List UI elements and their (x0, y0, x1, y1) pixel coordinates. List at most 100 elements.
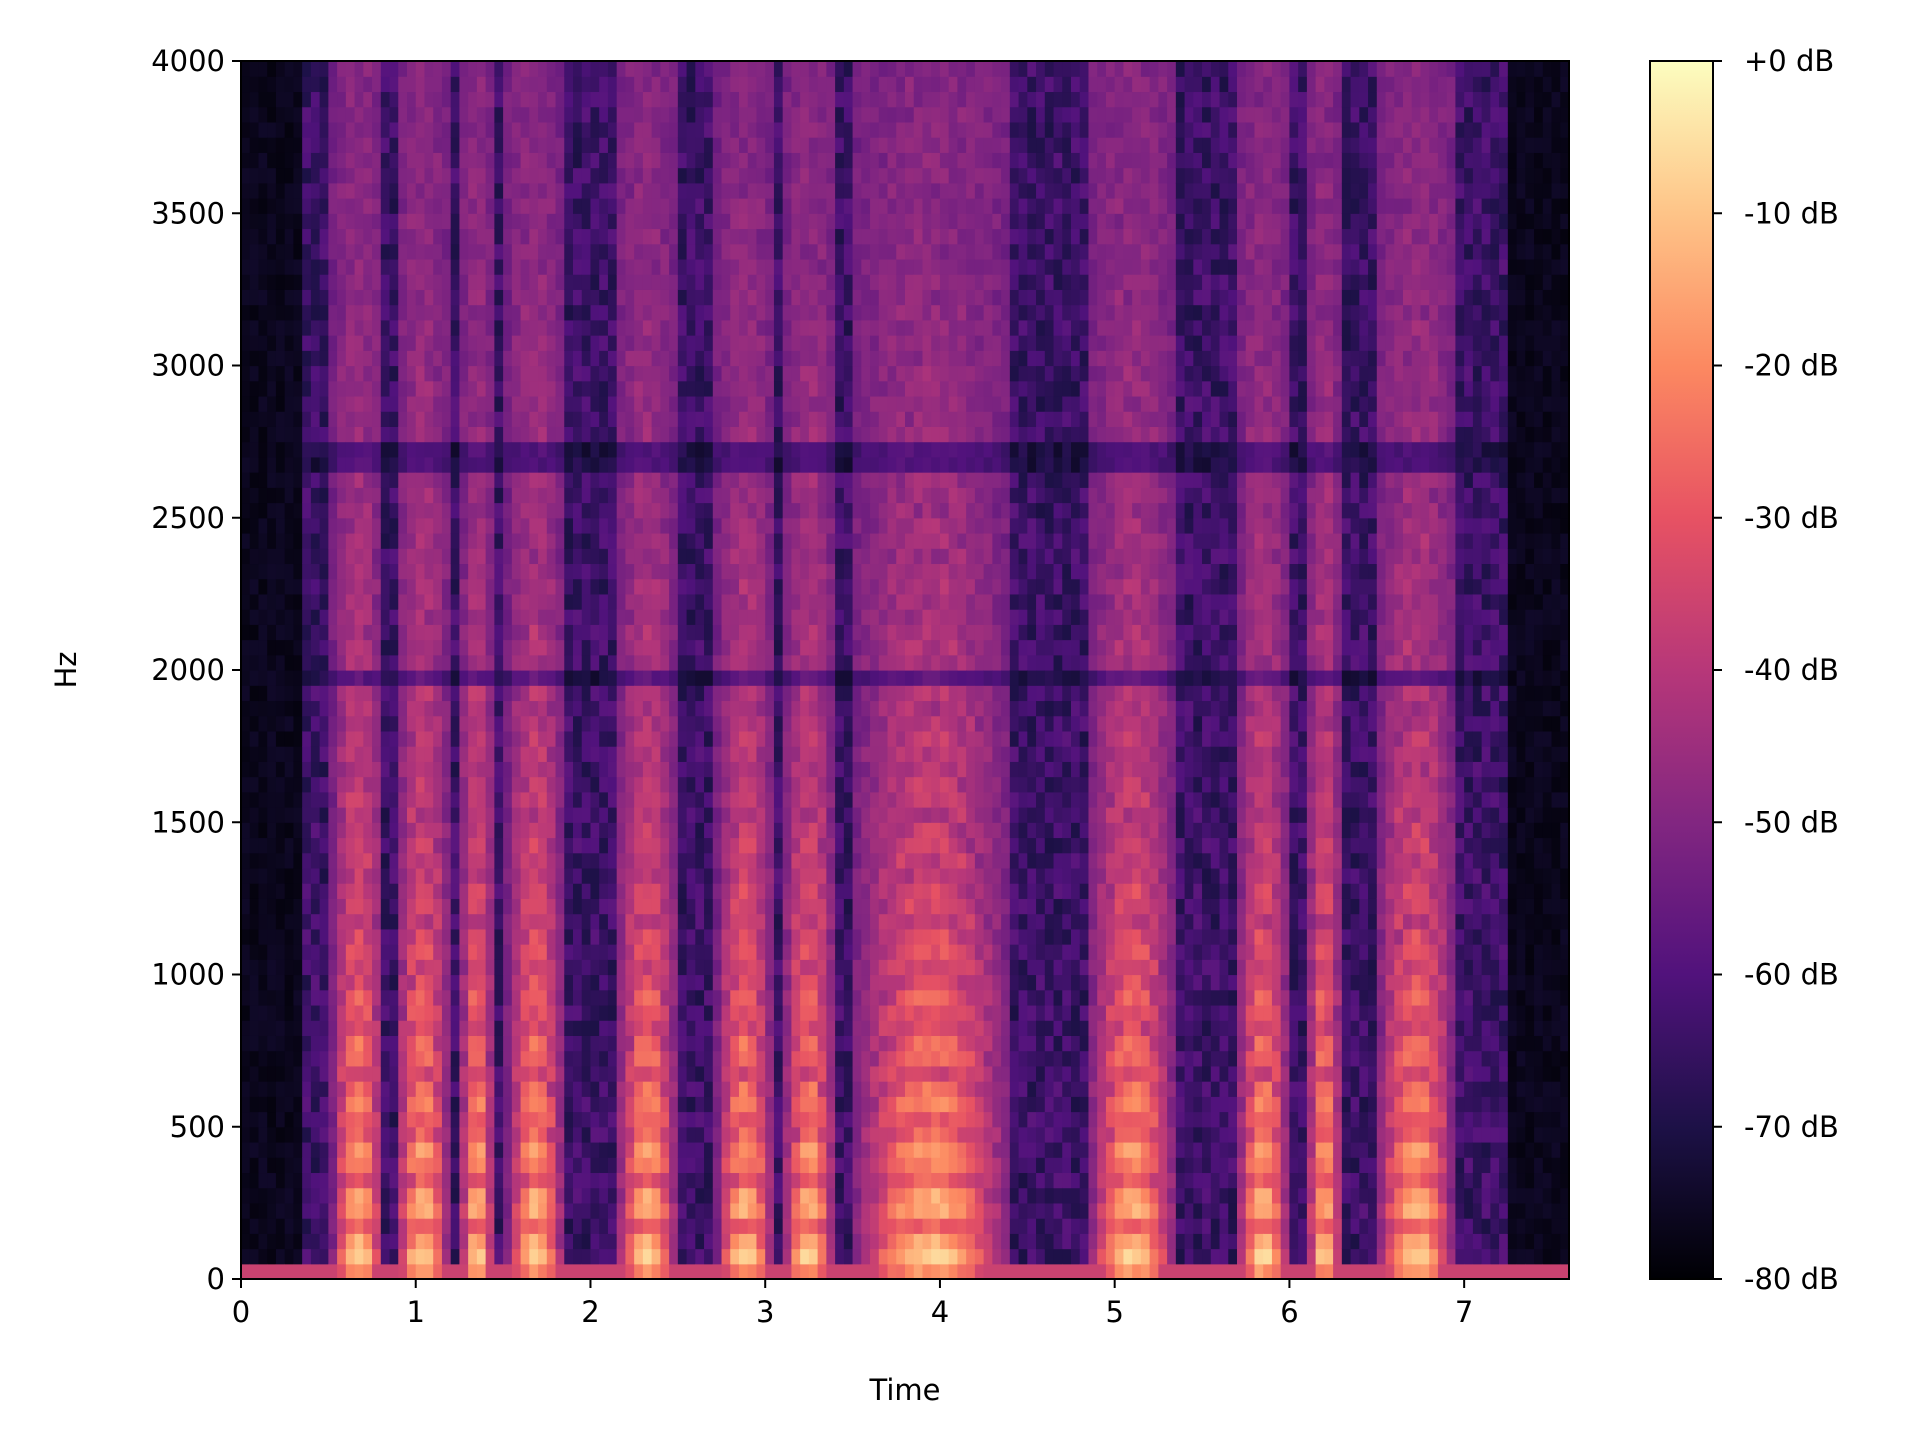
heatmap-cell (677, 928, 688, 945)
heatmap-cell (267, 1248, 277, 1265)
heatmap-cell (284, 441, 295, 458)
heatmap-cell (686, 746, 696, 762)
heatmap-cell (607, 898, 618, 915)
heatmap-cell (267, 335, 277, 351)
heatmap-cell (459, 1111, 469, 1128)
heatmap-cell (354, 563, 364, 580)
heatmap-cell (747, 1218, 758, 1234)
heatmap-cell (476, 274, 487, 290)
heatmap-cell (712, 61, 723, 77)
heatmap-cell (747, 350, 758, 367)
heatmap-cell (747, 1096, 758, 1113)
heatmap-cell (485, 1248, 495, 1265)
heatmap-cell (319, 1141, 329, 1158)
heatmap-cell (415, 1218, 426, 1234)
heatmap-cell (739, 563, 749, 580)
heatmap-cell (354, 837, 364, 854)
heatmap-cell (555, 456, 565, 473)
heatmap-cell (686, 822, 696, 839)
heatmap-cell (538, 426, 548, 443)
heatmap-cell (267, 776, 277, 793)
heatmap-cell (564, 380, 574, 397)
heatmap-cell (677, 198, 688, 214)
heatmap-cell (485, 1096, 495, 1113)
heatmap-cell (459, 258, 469, 275)
heatmap-cell (669, 1020, 679, 1036)
heatmap-cell (415, 152, 426, 169)
heatmap-cell (625, 91, 635, 108)
heatmap-cell (398, 928, 408, 945)
heatmap-cell (275, 350, 286, 367)
heatmap-cell (433, 532, 443, 549)
heatmap-cell (398, 609, 408, 625)
heatmap-cell (293, 593, 303, 610)
heatmap-cell (686, 974, 696, 991)
heatmap-cell (529, 852, 539, 869)
heatmap-cell (520, 1187, 530, 1204)
heatmap-cell (739, 1081, 749, 1097)
heatmap-cell (275, 989, 286, 1006)
heatmap-cell (538, 76, 548, 93)
heatmap-cell (494, 411, 504, 427)
heatmap-cell (581, 456, 592, 473)
heatmap-cell (782, 1248, 793, 1265)
heatmap-cell (380, 380, 391, 397)
heatmap-cell (284, 1202, 295, 1219)
heatmap-cell (450, 182, 461, 199)
heatmap-cell (345, 61, 356, 77)
heatmap-cell (389, 137, 399, 153)
heatmap-cell (476, 685, 487, 702)
heatmap-cell (249, 502, 260, 519)
heatmap-cell (590, 456, 600, 473)
heatmap-cell (686, 411, 696, 427)
heatmap-cell (590, 639, 600, 656)
heatmap-cell (372, 1202, 382, 1219)
heatmap-cell (354, 304, 364, 321)
heatmap-cell (310, 335, 321, 351)
heatmap-cell (345, 837, 356, 854)
heatmap-cell (782, 1218, 793, 1234)
heatmap-cell (756, 274, 766, 290)
heatmap-cell (677, 274, 688, 290)
heatmap-cell (555, 624, 565, 641)
heatmap-cell (669, 670, 679, 686)
heatmap-cell (389, 1126, 399, 1143)
heatmap-cell (267, 548, 277, 565)
heatmap-cell (433, 593, 443, 610)
heatmap-cell (494, 1111, 504, 1128)
heatmap-cell (607, 548, 618, 565)
heatmap-cell (660, 137, 670, 153)
heatmap-cell (328, 730, 338, 747)
heatmap-cell (634, 852, 644, 869)
heatmap-cell (546, 1141, 557, 1158)
heatmap-cell (380, 685, 391, 702)
heatmap-cell (616, 213, 627, 230)
heatmap-cell (485, 822, 495, 839)
heatmap-cell (765, 426, 775, 443)
heatmap-cell (372, 532, 382, 549)
heatmap-cell (267, 989, 277, 1006)
heatmap-cell (372, 472, 382, 488)
heatmap-cell (441, 441, 452, 458)
heatmap-cell (389, 670, 399, 686)
heatmap-cell (747, 532, 758, 549)
heatmap-cell (773, 624, 784, 641)
heatmap-cell (302, 1081, 312, 1097)
heatmap-cell (380, 395, 391, 412)
heatmap-cell (616, 1233, 627, 1250)
heatmap-cell (310, 867, 321, 884)
heatmap-cell (721, 1004, 731, 1021)
heatmap-cell (695, 472, 705, 488)
heatmap-cell (328, 746, 338, 762)
heatmap-cell (284, 1248, 295, 1265)
heatmap-cell (529, 1020, 539, 1036)
heatmap-cell (494, 761, 504, 778)
heatmap-cell (337, 670, 347, 686)
heatmap-cell (310, 198, 321, 214)
heatmap-cell (302, 91, 312, 108)
heatmap-cell (450, 989, 461, 1006)
heatmap-cell (739, 91, 749, 108)
heatmap-cell (573, 913, 583, 930)
heatmap-cell (642, 746, 653, 762)
heatmap-cell (581, 578, 592, 595)
